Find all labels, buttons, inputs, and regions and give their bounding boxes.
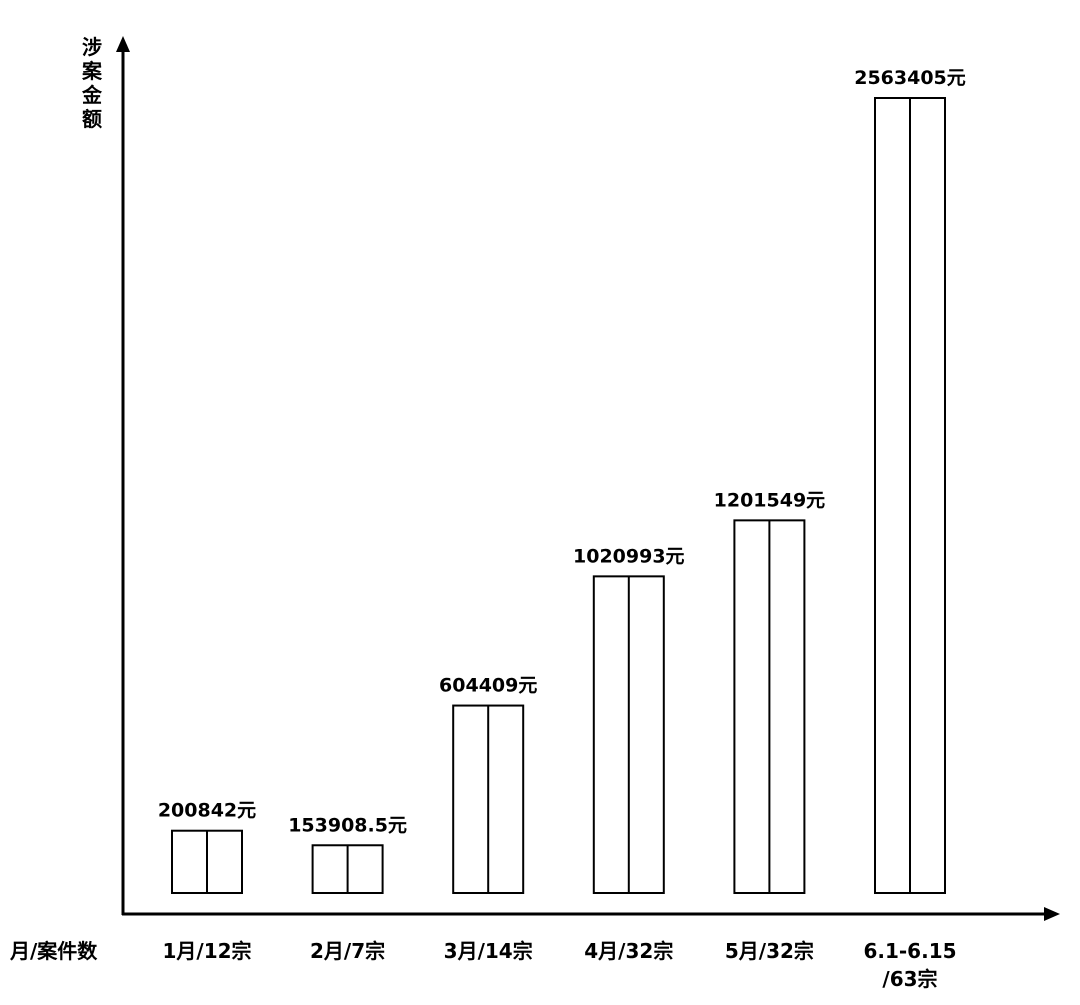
- category-label-4: 4月/32宗: [584, 939, 673, 963]
- value-label-2: 153908.5元: [288, 814, 407, 836]
- x-axis-arrow: [1044, 907, 1060, 921]
- bars-group: [171, 97, 946, 895]
- y-axis-arrow: [116, 36, 130, 52]
- x-axis-title: 月/案件数: [9, 939, 98, 963]
- axes: [116, 36, 1060, 921]
- category-label-6-line-1: 6.1-6.15: [863, 939, 956, 963]
- value-label-3: 604409元: [439, 675, 537, 697]
- value-labels-group: 200842元 153908.5元 604409元 1020993元 1201549元 2…: [158, 67, 966, 836]
- category-label-6-line-2: /63宗: [882, 967, 937, 991]
- value-label-6: 2563405元: [854, 67, 966, 89]
- y-axis-title: 涉案金额: [81, 35, 103, 131]
- category-labels-group: 1月/12宗 2月/7宗 3月/14宗 4月/32宗 5月/32宗 6.1-6.15/63…: [162, 939, 956, 991]
- value-label-5: 1201549元: [714, 489, 826, 511]
- category-label-3: 3月/14宗: [444, 939, 533, 963]
- category-label-2: 2月/7宗: [310, 939, 385, 963]
- value-label-4: 1020993元: [573, 545, 685, 567]
- category-label-1: 1月/12宗: [162, 939, 251, 963]
- category-label-5: 5月/32宗: [725, 939, 814, 963]
- value-label-1: 200842元: [158, 800, 256, 822]
